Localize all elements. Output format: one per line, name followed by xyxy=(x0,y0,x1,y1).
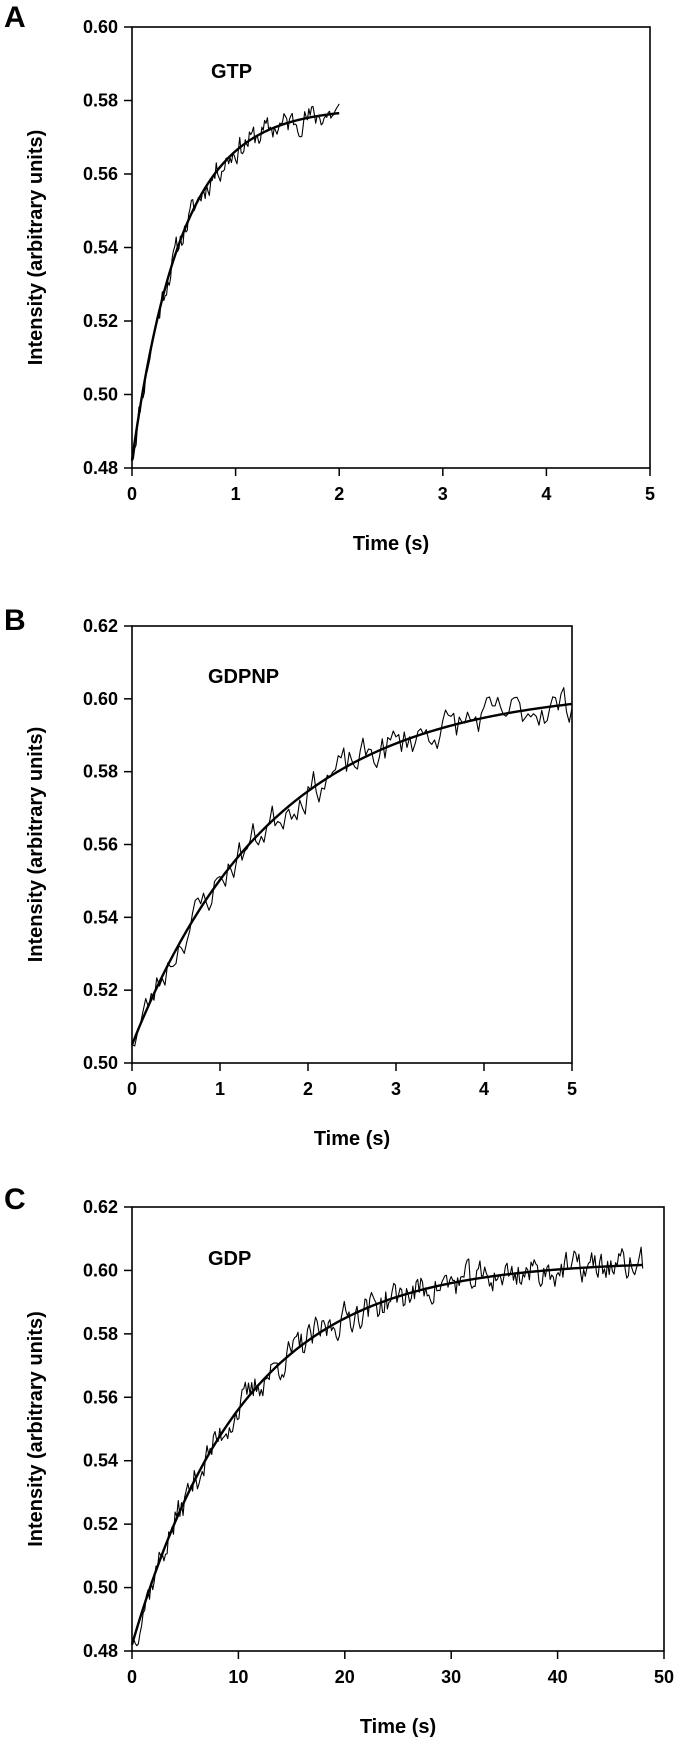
y-tick-label: 0.50 xyxy=(83,1578,118,1598)
raw-trace-line xyxy=(131,1246,644,1647)
y-axis-title: Intensity (arbitrary units) xyxy=(25,130,47,366)
x-axis-title: Time (s) xyxy=(353,533,429,555)
plot-frame xyxy=(131,625,573,1064)
x-tick-label: 20 xyxy=(335,1667,355,1687)
y-axis-title: Intensity (arbitrary units) xyxy=(25,1311,47,1547)
x-tick-label: 4 xyxy=(541,484,551,504)
x-tick-label: 5 xyxy=(645,484,655,504)
x-tick-label: 10 xyxy=(228,1667,248,1687)
x-tick-label: 30 xyxy=(441,1667,461,1687)
y-tick-label: 0.62 xyxy=(83,616,118,636)
raw-trace-line xyxy=(131,687,573,1047)
y-tick-label: 0.58 xyxy=(83,91,118,111)
y-tick-label: 0.62 xyxy=(83,1197,118,1217)
x-tick-label: 0 xyxy=(127,484,137,504)
x-tick-label: 5 xyxy=(567,1079,577,1099)
panel-letter: A xyxy=(4,1,26,34)
nucleotide-label: GTP xyxy=(211,61,252,83)
y-tick-label: 0.48 xyxy=(83,1641,118,1661)
x-tick-label: 1 xyxy=(215,1079,225,1099)
y-tick-label: 0.48 xyxy=(83,458,118,478)
y-tick-label: 0.56 xyxy=(83,164,118,184)
x-tick-label: 0 xyxy=(127,1667,137,1687)
x-axis-title: Time (s) xyxy=(314,1128,390,1150)
panel-letter: B xyxy=(4,604,26,637)
y-tick-label: 0.58 xyxy=(83,1324,118,1344)
plot-frame xyxy=(131,26,651,469)
raw-trace-line xyxy=(131,103,340,461)
x-tick-label: 2 xyxy=(303,1079,313,1099)
y-tick-label: 0.50 xyxy=(83,385,118,405)
x-tick-label: 4 xyxy=(479,1079,489,1099)
nucleotide-label: GDPNP xyxy=(208,666,279,688)
y-tick-label: 0.52 xyxy=(83,980,118,1000)
x-tick-label: 3 xyxy=(391,1079,401,1099)
y-tick-label: 0.54 xyxy=(83,1451,118,1471)
x-axis-title: Time (s) xyxy=(360,1716,436,1738)
y-tick-label: 0.50 xyxy=(83,1053,118,1073)
x-tick-label: 2 xyxy=(334,484,344,504)
panel-a: A 0.48 0.50 0.52 0.54 0.56 0.58 0.60 0 1 2 3 4 5 Time … xyxy=(4,1,655,555)
fit-curve-line xyxy=(130,111,340,461)
y-tick-label: 0.56 xyxy=(83,835,118,855)
x-tick-label: 50 xyxy=(654,1667,674,1687)
x-tick-label: 1 xyxy=(231,484,241,504)
plot-frame xyxy=(131,1206,665,1652)
y-tick-label: 0.60 xyxy=(83,17,118,37)
y-tick-label: 0.52 xyxy=(83,1514,118,1534)
x-tick-label: 0 xyxy=(127,1079,137,1099)
x-tick-label: 3 xyxy=(438,484,448,504)
y-tick-label: 0.54 xyxy=(83,238,118,258)
y-tick-label: 0.60 xyxy=(83,689,118,709)
panel-letter: C xyxy=(4,1183,26,1216)
y-axis-title: Intensity (arbitrary units) xyxy=(25,727,47,963)
y-tick-label: 0.60 xyxy=(83,1260,118,1280)
nucleotide-label: GDP xyxy=(208,1248,251,1270)
y-tick-label: 0.58 xyxy=(83,762,118,782)
y-tick-label: 0.52 xyxy=(83,311,118,331)
panel-b: B 0.50 0.52 0.54 0.56 0.58 0.60 0.62 0 1 2 3 4 5 Time … xyxy=(4,604,577,1150)
fit-curve-line xyxy=(130,702,573,1046)
panel-c: C 0.48 0.50 0.52 0.54 0.56 0.58 0.60 0.62 0 10 20 30… xyxy=(4,1183,674,1738)
y-tick-label: 0.54 xyxy=(83,907,118,927)
x-tick-label: 40 xyxy=(548,1667,568,1687)
y-tick-label: 0.56 xyxy=(83,1387,118,1407)
fit-curve-line xyxy=(130,1263,643,1645)
